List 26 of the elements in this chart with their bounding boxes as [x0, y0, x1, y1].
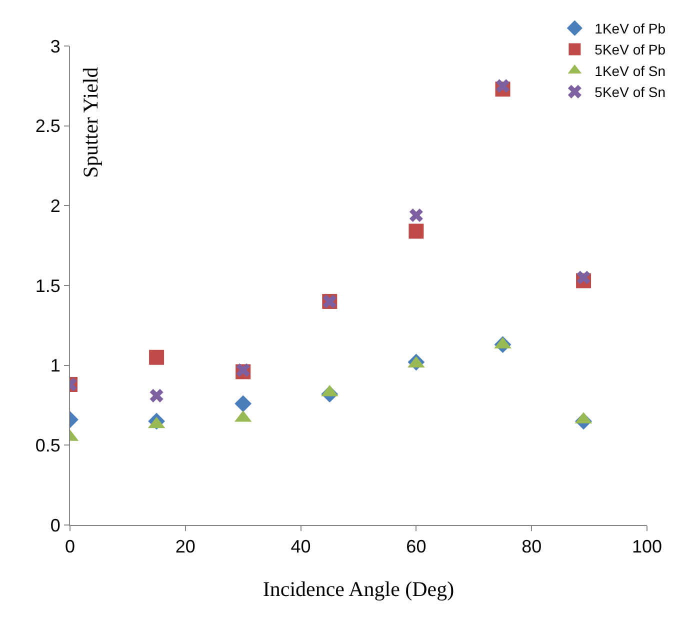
y-tick-label: 2.5 [35, 116, 60, 136]
y-tick-label: 1 [50, 356, 60, 376]
point [149, 350, 164, 365]
y-tick-label: 1.5 [35, 276, 60, 296]
point [496, 79, 510, 93]
legend-label: 1KeV of Sn [594, 62, 666, 79]
y-tick-label: 0 [50, 515, 60, 536]
point [234, 395, 252, 412]
x-tick-label: 100 [632, 536, 662, 557]
legend-label: 5KeV of Pb [594, 42, 666, 58]
point [409, 208, 423, 222]
y-axis-title: Sputter Yield [78, 66, 103, 178]
point [150, 388, 164, 402]
legend-label: 1KeV of Pb [594, 20, 666, 37]
y-tick-label: 2 [50, 196, 60, 216]
x-tick-label: 40 [290, 536, 311, 557]
x-tick-label: 60 [406, 536, 426, 557]
x-tick-label: 0 [64, 536, 76, 557]
x-axis-title: Incidence Angle (Deg) [262, 576, 454, 601]
x-tick-label: 80 [522, 536, 542, 557]
y-tick-label: 3 [50, 36, 60, 56]
legend-label: 5KeV of Sn [594, 84, 666, 100]
y-tick-label: 0.5 [35, 435, 60, 456]
point [408, 224, 424, 239]
x-tick-label: 20 [175, 536, 196, 557]
point [576, 270, 590, 284]
